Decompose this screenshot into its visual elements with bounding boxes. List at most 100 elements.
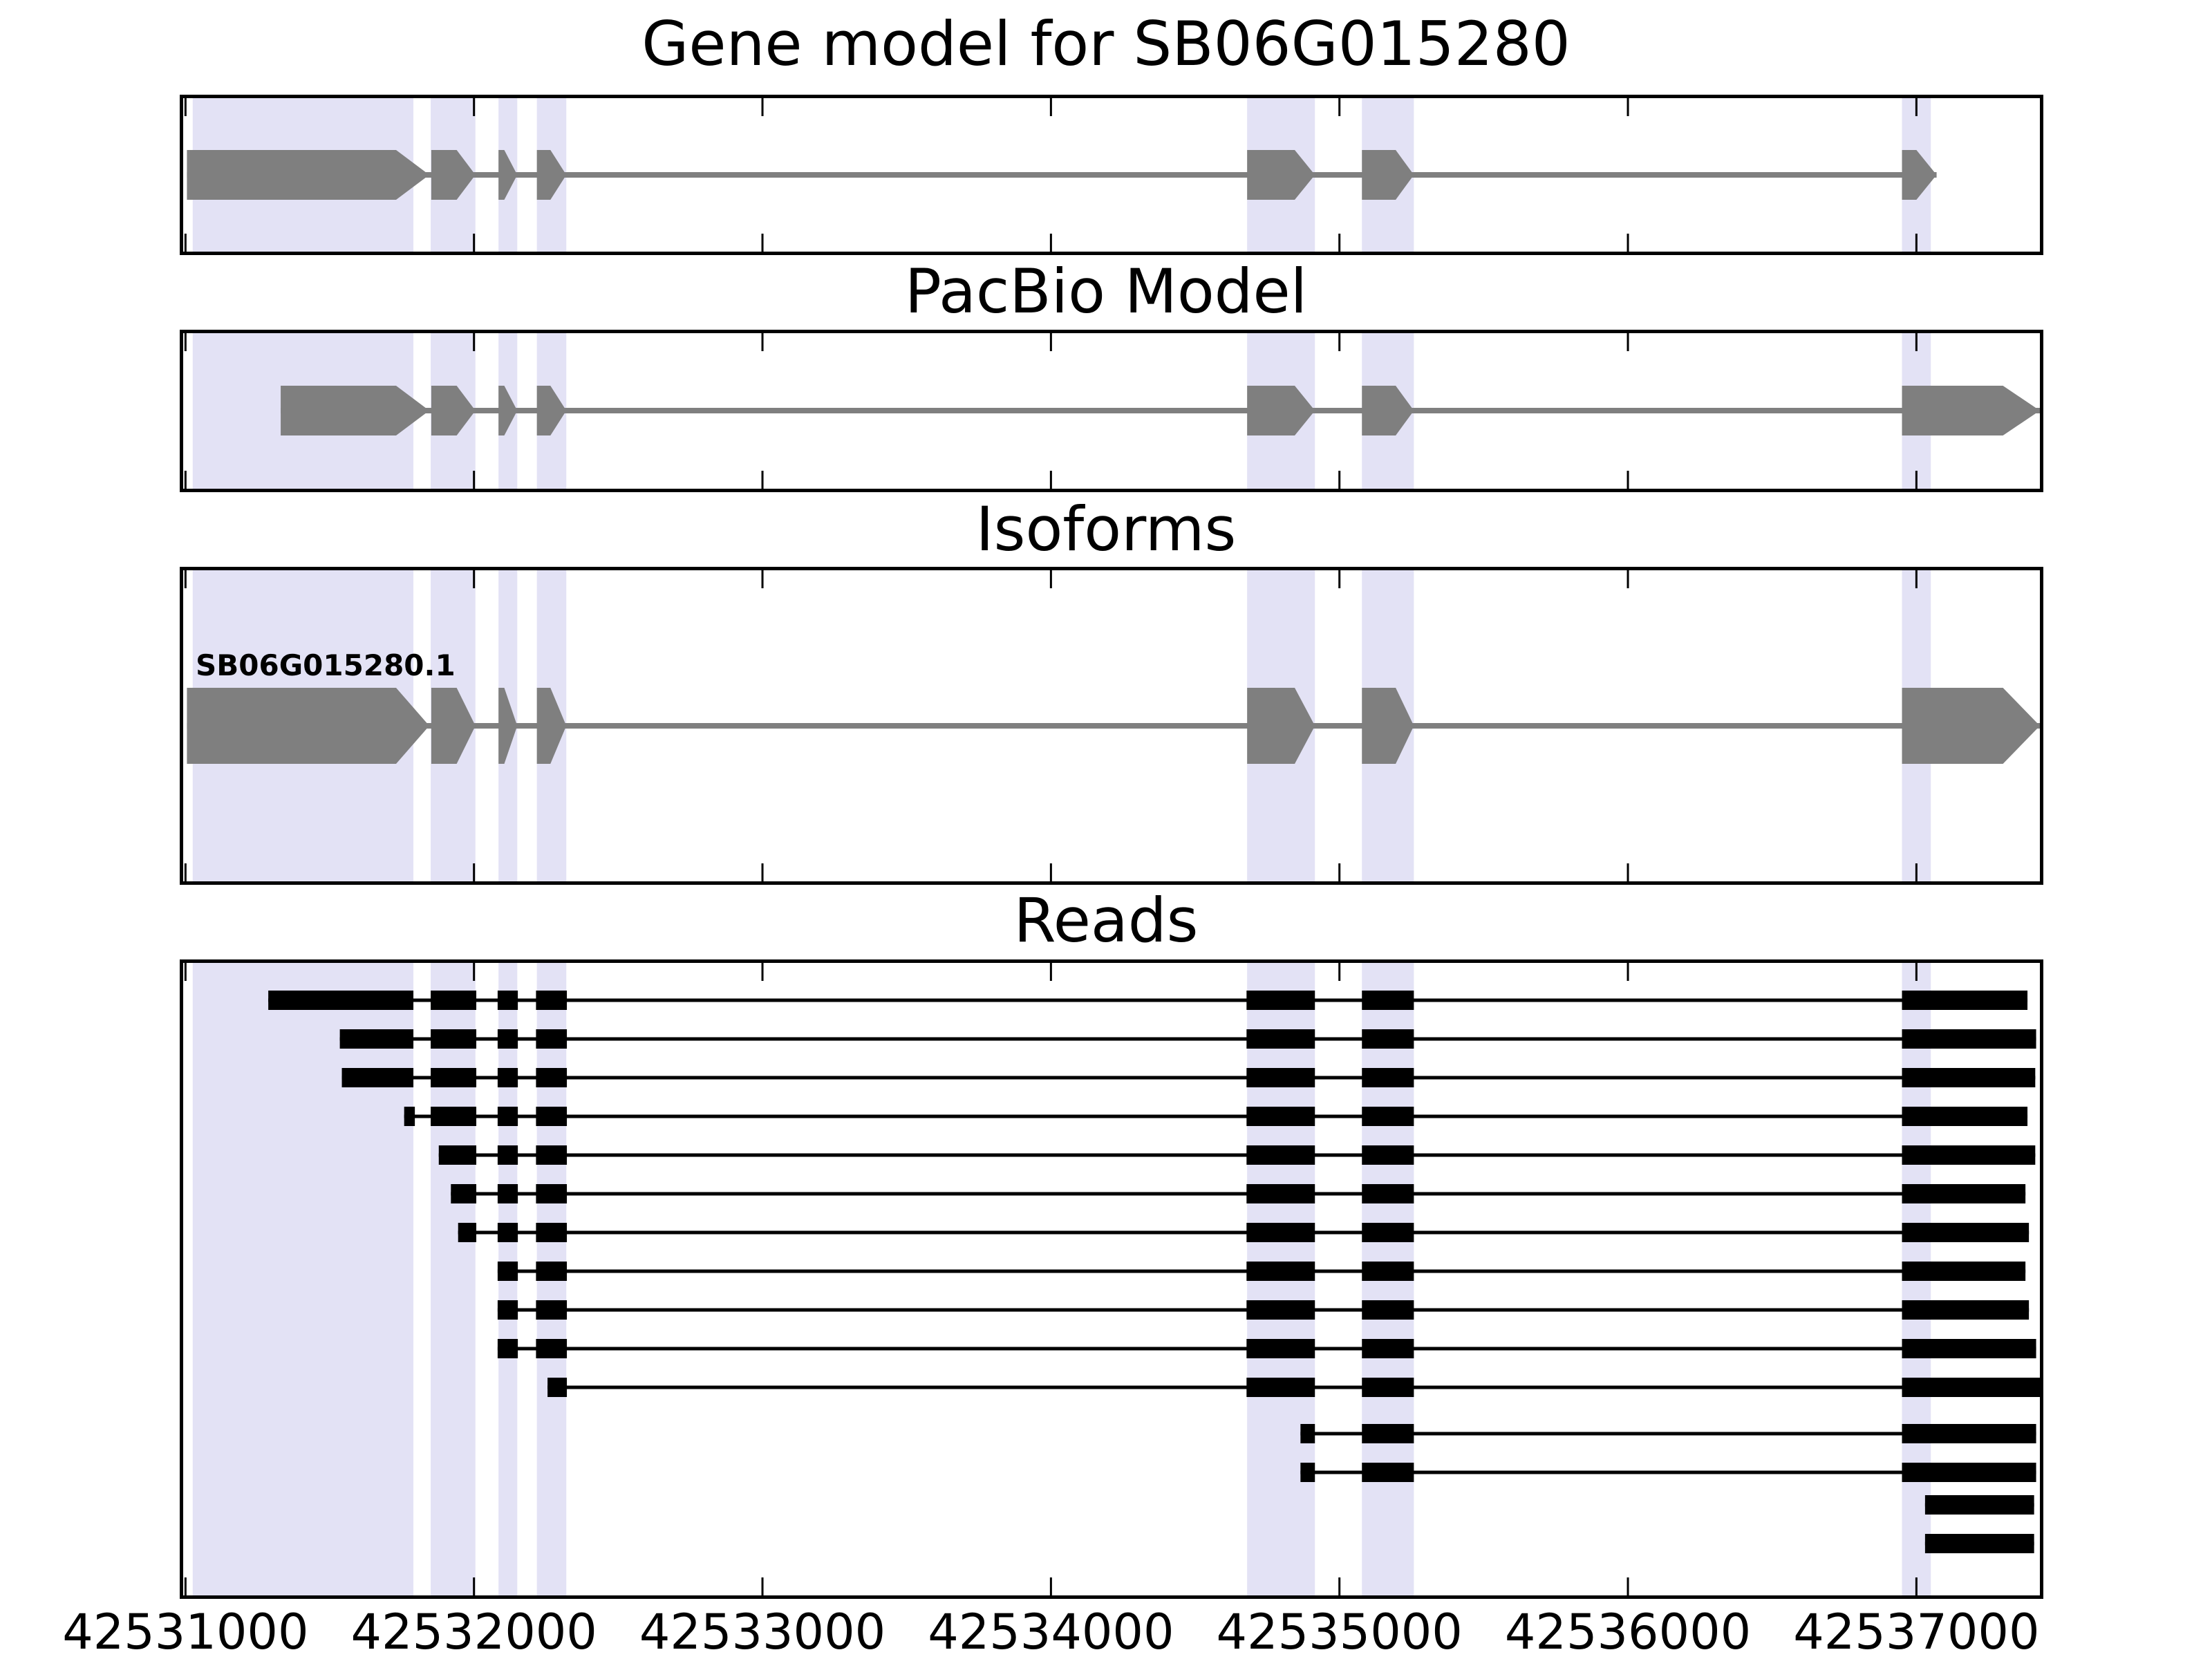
read-exon-block bbox=[1300, 1463, 1315, 1482]
read-exon-block bbox=[1362, 991, 1414, 1010]
read-exon-block bbox=[1924, 1534, 2034, 1553]
read-exon-block bbox=[1362, 1184, 1414, 1203]
read-exon-block bbox=[1902, 1107, 2028, 1126]
panel-pacbio-model bbox=[180, 330, 2043, 492]
read-intron-line bbox=[451, 1192, 2026, 1196]
panel-title-reads: Reads bbox=[1013, 885, 1199, 956]
read-exon-block bbox=[536, 1300, 568, 1320]
read-exon-block bbox=[497, 991, 518, 1010]
read-exon-block bbox=[536, 1068, 568, 1087]
exon-arrow bbox=[1247, 150, 1315, 200]
read-intron-line bbox=[1300, 1432, 2036, 1436]
read-exon-block bbox=[339, 1029, 414, 1049]
read-exon-block bbox=[458, 1223, 477, 1242]
read-exon-block bbox=[1362, 1378, 1414, 1397]
isoform-transcript-label: SB06G015280.1 bbox=[196, 648, 456, 682]
read-intron-line bbox=[339, 1037, 2036, 1041]
read-exon-block bbox=[1246, 1029, 1315, 1049]
read-exon-block bbox=[1362, 1145, 1414, 1165]
read-exon-block bbox=[1902, 1184, 2026, 1203]
intron-line bbox=[187, 172, 1937, 178]
read-exon-block bbox=[536, 1029, 568, 1049]
read-exon-block bbox=[536, 1262, 568, 1281]
read-exon-block bbox=[1902, 1223, 2030, 1242]
isoforms-track-canvas bbox=[184, 570, 2040, 881]
read-exon-block bbox=[1902, 1339, 2036, 1358]
read-intron-line bbox=[341, 1076, 2036, 1080]
read-exon-block bbox=[536, 991, 568, 1010]
read-exon-block bbox=[1902, 1463, 2036, 1482]
read-exon-block bbox=[497, 1184, 518, 1203]
read-exon-block bbox=[1902, 991, 2028, 1010]
read-intron-line bbox=[404, 1114, 2028, 1118]
exon-highlight-band bbox=[431, 963, 476, 1595]
read-exon-block bbox=[536, 1339, 568, 1358]
read-exon-block bbox=[1246, 1145, 1315, 1165]
read-exon-block bbox=[536, 1107, 568, 1126]
x-axis-tick-labels: 42531000 42532000 42533000 42534000 42535000… bbox=[0, 1608, 2212, 1659]
exon-arrow bbox=[498, 150, 518, 200]
read-exon-block bbox=[404, 1107, 415, 1126]
exon-arrow bbox=[1362, 386, 1414, 435]
intron-line bbox=[281, 408, 2040, 413]
read-exon-block bbox=[536, 1223, 568, 1242]
exon-arrow bbox=[431, 386, 476, 435]
exon-arrow bbox=[431, 150, 476, 200]
panel-title-pacbio-model: PacBio Model bbox=[904, 256, 1308, 327]
read-exon-block bbox=[341, 1068, 414, 1087]
exon-arrow bbox=[536, 150, 567, 200]
x-axis-tick-label: 42536000 bbox=[1504, 1604, 1752, 1659]
exon-arrow bbox=[498, 386, 518, 435]
panel-title-gene-model: Gene model for SB06G015280 bbox=[641, 8, 1571, 79]
read-intron-line bbox=[268, 998, 2028, 1002]
read-exon-block bbox=[497, 1145, 518, 1165]
x-axis-tick-label: 42532000 bbox=[350, 1604, 597, 1659]
read-exon-block bbox=[1362, 1068, 1414, 1087]
panel-isoforms bbox=[180, 567, 2043, 885]
x-axis-tick-label: 42537000 bbox=[1793, 1604, 2040, 1659]
read-exon-block bbox=[497, 1223, 518, 1242]
panel-gene-model bbox=[180, 95, 2043, 255]
exon-arrow bbox=[1902, 150, 1937, 200]
read-exon-block bbox=[536, 1145, 568, 1165]
intron-line bbox=[187, 723, 2040, 729]
read-exon-block bbox=[1362, 1424, 1414, 1443]
read-exon-block bbox=[497, 1107, 518, 1126]
exon-arrow bbox=[1362, 150, 1414, 200]
read-exon-block bbox=[1902, 1029, 2036, 1049]
read-exon-block bbox=[1246, 1300, 1315, 1320]
read-exon-block bbox=[1902, 1424, 2036, 1443]
exon-arrow bbox=[1902, 688, 2040, 764]
read-exon-block bbox=[497, 1068, 518, 1087]
exon-arrow bbox=[1362, 688, 1414, 764]
exon-arrow bbox=[187, 150, 429, 200]
read-exon-block bbox=[268, 991, 414, 1010]
read-exon-block bbox=[1246, 1223, 1315, 1242]
x-axis-tick-label: 42535000 bbox=[1216, 1604, 1463, 1659]
read-exon-block bbox=[497, 1300, 518, 1320]
read-exon-block bbox=[451, 1184, 477, 1203]
read-exon-block bbox=[536, 1184, 568, 1203]
read-exon-block bbox=[547, 1378, 568, 1397]
read-exon-block bbox=[1902, 1378, 2040, 1397]
read-exon-block bbox=[1246, 1339, 1315, 1358]
exon-arrow bbox=[536, 688, 567, 764]
read-exon-block bbox=[431, 1068, 477, 1087]
read-exon-block bbox=[1362, 1029, 1414, 1049]
read-intron-line bbox=[1300, 1470, 2036, 1474]
exon-arrow bbox=[536, 386, 567, 435]
read-exon-block bbox=[431, 991, 477, 1010]
exon-highlight-band bbox=[192, 963, 414, 1595]
read-exon-block bbox=[1362, 1262, 1414, 1281]
x-axis-tick-label: 42531000 bbox=[62, 1604, 309, 1659]
read-exon-block bbox=[1362, 1107, 1414, 1126]
read-exon-block bbox=[1362, 1463, 1414, 1482]
read-exon-block bbox=[497, 1262, 518, 1281]
panel-title-isoforms: Isoforms bbox=[975, 494, 1237, 565]
read-exon-block bbox=[1902, 1262, 2026, 1281]
read-intron-line bbox=[458, 1230, 2030, 1235]
read-exon-block bbox=[1246, 991, 1315, 1010]
read-intron-line bbox=[438, 1153, 2036, 1157]
read-exon-block bbox=[1362, 1300, 1414, 1320]
